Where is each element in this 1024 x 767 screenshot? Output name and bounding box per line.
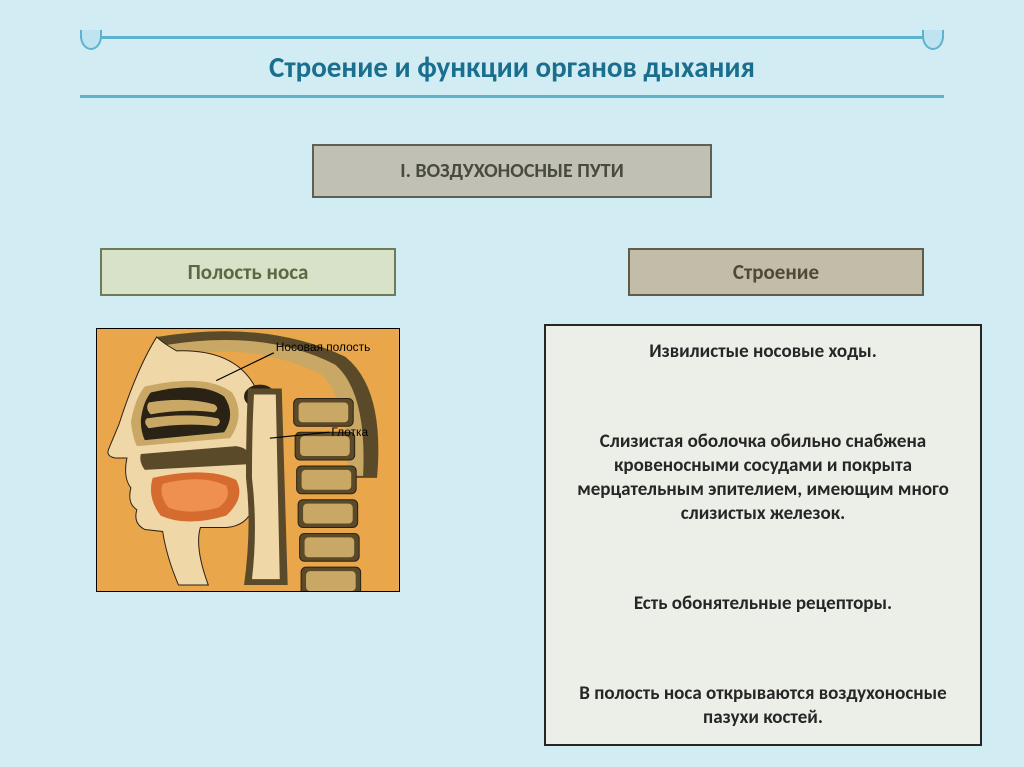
anatomy-svg: Носовая полость Глотка <box>97 329 399 591</box>
svg-text:Глотка: Глотка <box>331 425 368 439</box>
structure-label-box: Строение <box>628 248 924 296</box>
desc-p3: Есть обонятельные рецепторы. <box>562 592 964 616</box>
scroll-ornament-right <box>922 30 944 50</box>
slide-title: Строение и функции органов дыхания <box>269 49 755 85</box>
section-heading-box: I. ВОЗДУХОНОСНЫЕ ПУТИ <box>312 144 712 198</box>
anatomy-illustration: Носовая полость Глотка <box>96 328 400 592</box>
slide: Строение и функции органов дыхания I. ВО… <box>0 0 1024 767</box>
desc-p2: Слизистая оболочка обильно снабжена кров… <box>562 430 964 525</box>
description-box: Извилистые носовые ходы. Слизистая оболо… <box>544 324 982 746</box>
nasal-cavity-label: Полость носа <box>188 259 309 285</box>
nasal-cavity-label-box: Полость носа <box>100 248 396 296</box>
scroll-ornament-left <box>80 30 102 50</box>
section-heading: I. ВОЗДУХОНОСНЫЕ ПУТИ <box>400 159 624 183</box>
desc-p4: В полость носа открываются воздухоносные… <box>562 682 964 730</box>
desc-p1: Извилистые носовые ходы. <box>562 340 964 364</box>
svg-text:Носовая полость: Носовая полость <box>276 340 371 354</box>
structure-label: Строение <box>733 259 819 285</box>
title-banner: Строение и функции органов дыхания <box>80 36 944 98</box>
